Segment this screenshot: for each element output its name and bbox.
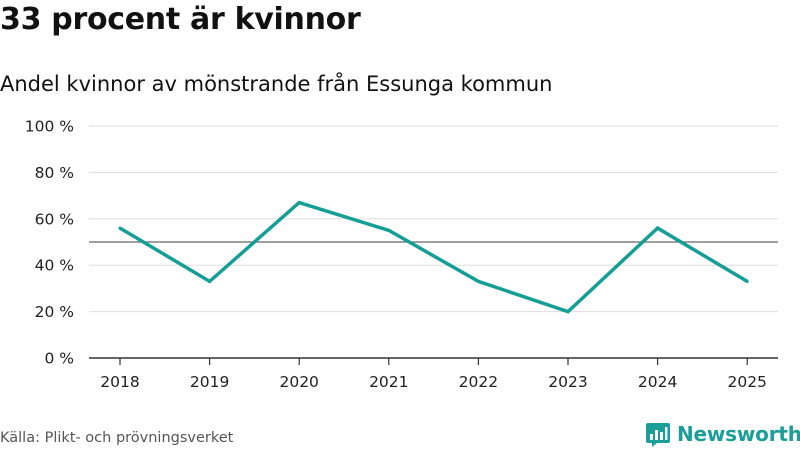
data-point xyxy=(566,310,570,314)
data-point xyxy=(118,226,122,230)
series-line xyxy=(119,200,749,314)
x-tick-label: 2022 xyxy=(459,373,498,391)
source-note: Källa: Plikt- och prövningsverket xyxy=(0,430,234,446)
data-point xyxy=(208,279,212,283)
series-group xyxy=(118,200,749,314)
brand-name: Newsworthy xyxy=(677,422,800,446)
data-point xyxy=(387,228,391,232)
x-axis xyxy=(89,357,778,365)
y-tick-label: 40 % xyxy=(35,257,74,275)
brand-logo: Newsworthy xyxy=(645,421,800,447)
data-point xyxy=(297,201,301,205)
x-tick-label: 2023 xyxy=(548,373,587,391)
gridlines xyxy=(89,125,778,313)
chart-title: 33 procent är kvinnor xyxy=(0,2,361,37)
data-point xyxy=(745,279,749,283)
data-point xyxy=(476,279,480,283)
x-axis-tick-labels: 2018 2019 2020 2021 2022 2023 2024 2025 xyxy=(100,373,767,391)
y-tick-label: 100 % xyxy=(25,118,74,136)
x-tick-label: 2025 xyxy=(727,373,766,391)
x-tick-label: 2018 xyxy=(100,373,139,391)
x-tick-label: 2020 xyxy=(279,373,318,391)
y-tick-label: 60 % xyxy=(35,210,74,228)
chart-subtitle: Andel kvinnor av mönstrande från Essunga… xyxy=(0,72,553,96)
y-tick-label: 80 % xyxy=(35,164,74,182)
y-tick-label: 20 % xyxy=(35,303,74,321)
data-point xyxy=(656,226,660,230)
x-tick-label: 2021 xyxy=(369,373,408,391)
x-tick-label: 2024 xyxy=(638,373,677,391)
y-axis-tick-labels: 0 % 20 % 40 % 60 % 80 % 100 % xyxy=(25,118,74,368)
x-tick-label: 2019 xyxy=(190,373,229,391)
y-tick-label: 0 % xyxy=(44,350,74,368)
bar-chart-badge-icon xyxy=(646,423,670,447)
